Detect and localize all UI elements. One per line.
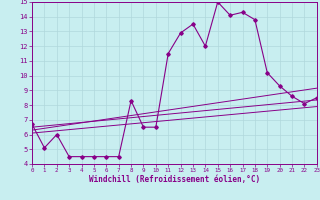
X-axis label: Windchill (Refroidissement éolien,°C): Windchill (Refroidissement éolien,°C) [89, 175, 260, 184]
